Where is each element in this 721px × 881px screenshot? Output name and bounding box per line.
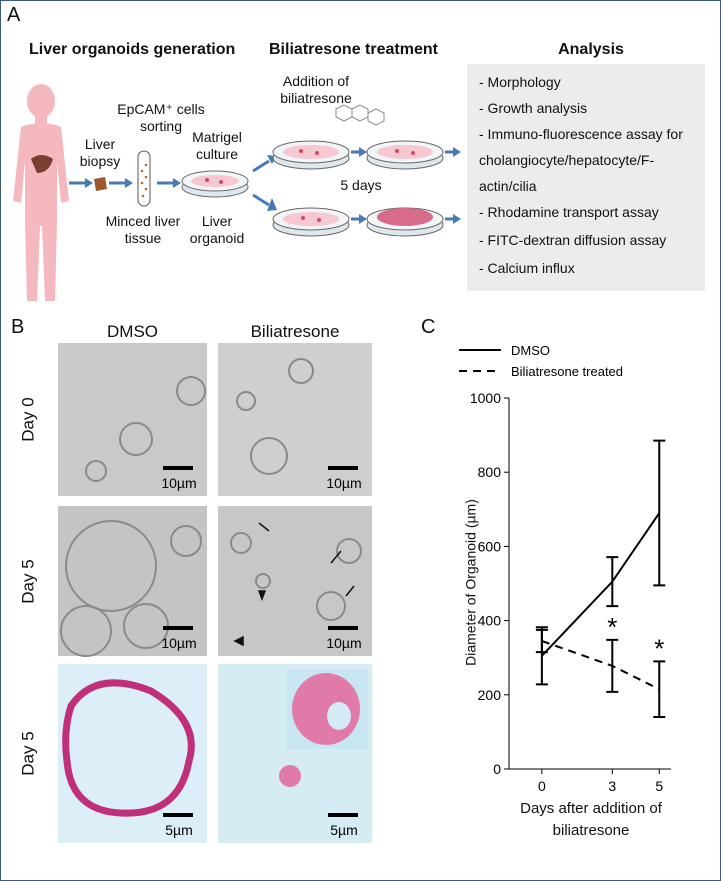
- series-line: [541, 640, 660, 691]
- error-bar: [653, 660, 666, 719]
- scale-bar-label: 10µm: [326, 635, 361, 651]
- panel-label: B: [11, 316, 25, 338]
- y-tick-label: 0: [493, 761, 501, 777]
- analysis-item: - Rhodamine transport assay: [479, 204, 659, 220]
- significance-mark: *: [654, 633, 664, 663]
- scale-bar: [328, 813, 358, 817]
- step-label: Minced liver tissue: [105, 213, 181, 246]
- scale-bar: [163, 813, 193, 817]
- scale-bar: [163, 466, 193, 470]
- scale-bar: [163, 626, 193, 630]
- row-label: Day 5: [18, 731, 38, 776]
- x-axis-label: Days after addition of biliatresone: [520, 800, 662, 839]
- legend-label: Biliatresone treated: [511, 364, 623, 379]
- analysis-list: - Morphology - Growth analysis - Immuno-…: [467, 67, 705, 291]
- step-label: Liver biopsy: [79, 136, 121, 169]
- scale-bar-label: 10µm: [326, 475, 361, 491]
- analysis-item: - FITC-dextran diffusion assay: [479, 232, 667, 248]
- error-bar: [535, 628, 548, 654]
- y-tick-label: 800: [478, 464, 502, 480]
- error-bar: [653, 439, 666, 587]
- y-tick-label: 600: [478, 538, 502, 554]
- step-label: Liver organoid: [189, 213, 245, 246]
- scale-bar-label: 5µm: [165, 822, 193, 838]
- scale-bar-label: 5µm: [330, 822, 358, 838]
- analysis-item: - Calcium influx: [479, 260, 575, 276]
- column-header: DMSO: [107, 322, 158, 341]
- schematic: [13, 64, 705, 301]
- analysis-item: - Growth analysis: [479, 100, 588, 116]
- heading: Liver organoids generation: [29, 41, 236, 58]
- panel-label: C: [421, 316, 436, 338]
- series-line: [541, 512, 661, 657]
- heading: Analysis: [558, 41, 624, 58]
- y-tick-label: 400: [478, 613, 502, 629]
- x-tick-label: 5: [655, 778, 663, 794]
- scale-bar: [328, 466, 358, 470]
- micrographs: [58, 343, 372, 843]
- heading: Biliatresone treatment: [269, 41, 438, 58]
- analysis-item: - Morphology: [479, 74, 561, 90]
- y-axis-label: Diameter of Organoid (µm): [462, 499, 479, 666]
- panel-label: A: [7, 4, 21, 26]
- y-tick-label: 1000: [470, 390, 501, 406]
- row-label: Day 0: [18, 397, 38, 442]
- scale-bar-label: 10µm: [161, 475, 196, 491]
- error-bar: [606, 638, 619, 693]
- step-label: EpCAM⁺ cells sorting: [117, 101, 205, 134]
- y-tick-label: 200: [478, 687, 502, 703]
- error-bar: [606, 556, 619, 608]
- significance-mark: *: [607, 612, 617, 642]
- row-label: Day 5: [18, 559, 38, 604]
- step-label: Matrigel culture: [192, 129, 242, 162]
- analysis-item: - Immuno-fluorescence assay for cholangi…: [479, 126, 683, 194]
- step-label: Addition of biliatresone: [280, 73, 352, 106]
- scale-bar-label: 10µm: [161, 635, 196, 651]
- x-tick-label: 3: [608, 778, 616, 794]
- x-tick-label: 0: [538, 778, 546, 794]
- scale-bar: [328, 626, 358, 630]
- column-header: Biliatresone: [250, 322, 340, 341]
- step-label: 5 days: [340, 177, 382, 193]
- legend-label: DMSO: [511, 343, 550, 358]
